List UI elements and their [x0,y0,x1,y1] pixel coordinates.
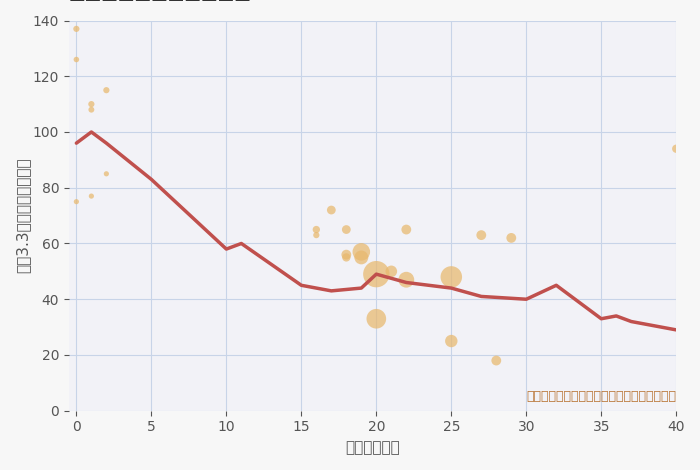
Point [71,56,82,63]
Point [491,357,502,364]
Point [371,315,382,322]
Point [671,145,682,152]
Text: 築年数別中古戸建て価格: 築年数別中古戸建て価格 [69,0,252,2]
Point [341,254,352,261]
Point [86,192,97,200]
Point [86,101,97,108]
Point [326,206,337,214]
Point [505,234,517,242]
Point [311,226,322,233]
Point [86,106,97,113]
Point [356,254,367,261]
Point [476,231,487,239]
X-axis label: 築年数（年）: 築年数（年） [345,440,400,455]
Point [400,276,412,283]
Y-axis label: 坪（3.3㎡）単価（万円）: 坪（3.3㎡）単価（万円） [15,158,30,274]
Point [400,226,412,233]
Point [386,267,397,275]
Point [446,337,457,345]
Point [446,273,457,281]
Point [311,231,322,239]
Point [71,25,82,32]
Point [341,226,352,233]
Point [71,198,82,205]
Point [356,248,367,256]
Point [101,86,112,94]
Point [341,251,352,258]
Point [101,170,112,178]
Point [371,270,382,278]
Text: 円の大きさは、取引のあった物件面積を示す: 円の大きさは、取引のあった物件面積を示す [526,390,676,403]
